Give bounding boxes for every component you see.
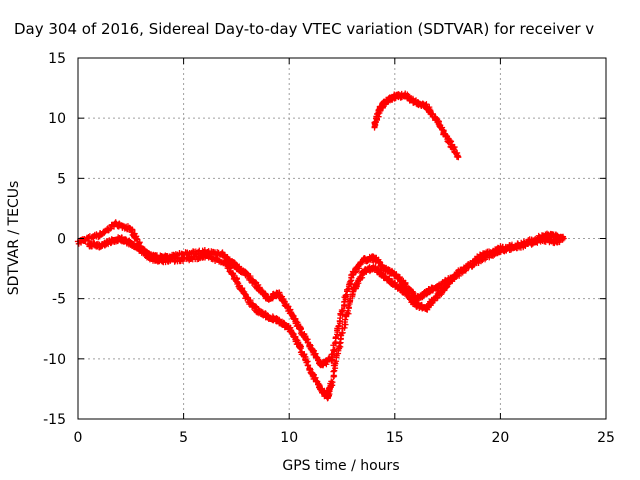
y-tick-label: 10 xyxy=(48,111,66,127)
data-point xyxy=(347,278,354,285)
x-axis-title: GPS time / hours xyxy=(282,458,399,474)
data-point xyxy=(328,378,335,385)
y-tick-label: 15 xyxy=(48,51,66,67)
data-point xyxy=(344,307,351,314)
series-upper-band xyxy=(74,219,567,369)
x-tick-label: 15 xyxy=(386,430,404,446)
x-tick-label: 5 xyxy=(179,430,188,446)
x-tick-label: 0 xyxy=(74,430,83,446)
data-point xyxy=(556,239,563,246)
data-point xyxy=(463,265,470,272)
data-point xyxy=(331,346,338,353)
data-point xyxy=(330,368,337,375)
data-point xyxy=(455,153,462,160)
data-point xyxy=(448,138,455,145)
y-tick-label: 5 xyxy=(57,171,66,187)
grid-lines xyxy=(78,58,606,419)
y-axis-title: SDTVAR / TECUs xyxy=(6,181,22,296)
plot-area xyxy=(74,90,567,402)
y-tick-label: 0 xyxy=(57,232,66,248)
data-point xyxy=(336,340,343,347)
data-point xyxy=(503,247,510,254)
plot-frame xyxy=(77,57,607,420)
x-tick-label: 10 xyxy=(280,430,298,446)
data-point xyxy=(229,270,236,277)
data-point xyxy=(342,316,349,323)
data-point xyxy=(331,373,338,380)
data-point xyxy=(332,335,339,342)
data-point xyxy=(304,362,311,369)
axes: 0 5 10 15 20 25 -15 -10 -5 0 5 10 15 xyxy=(43,51,615,446)
data-point xyxy=(560,235,567,242)
y-tick-label: -10 xyxy=(43,352,66,368)
chart-title: Day 304 of 2016, Sidereal Day-to-day VTE… xyxy=(14,20,594,38)
x-tick-label: 25 xyxy=(597,430,615,446)
data-point xyxy=(470,261,477,268)
series-lower-band xyxy=(85,234,563,402)
data-point xyxy=(335,323,342,330)
data-point xyxy=(324,358,331,365)
data-point xyxy=(329,379,336,386)
x-tick-label: 20 xyxy=(491,430,509,446)
y-tick-label: -15 xyxy=(43,412,66,428)
series-arc-segment xyxy=(371,90,462,161)
y-tick-label: -5 xyxy=(52,292,66,308)
data-point xyxy=(338,307,345,314)
